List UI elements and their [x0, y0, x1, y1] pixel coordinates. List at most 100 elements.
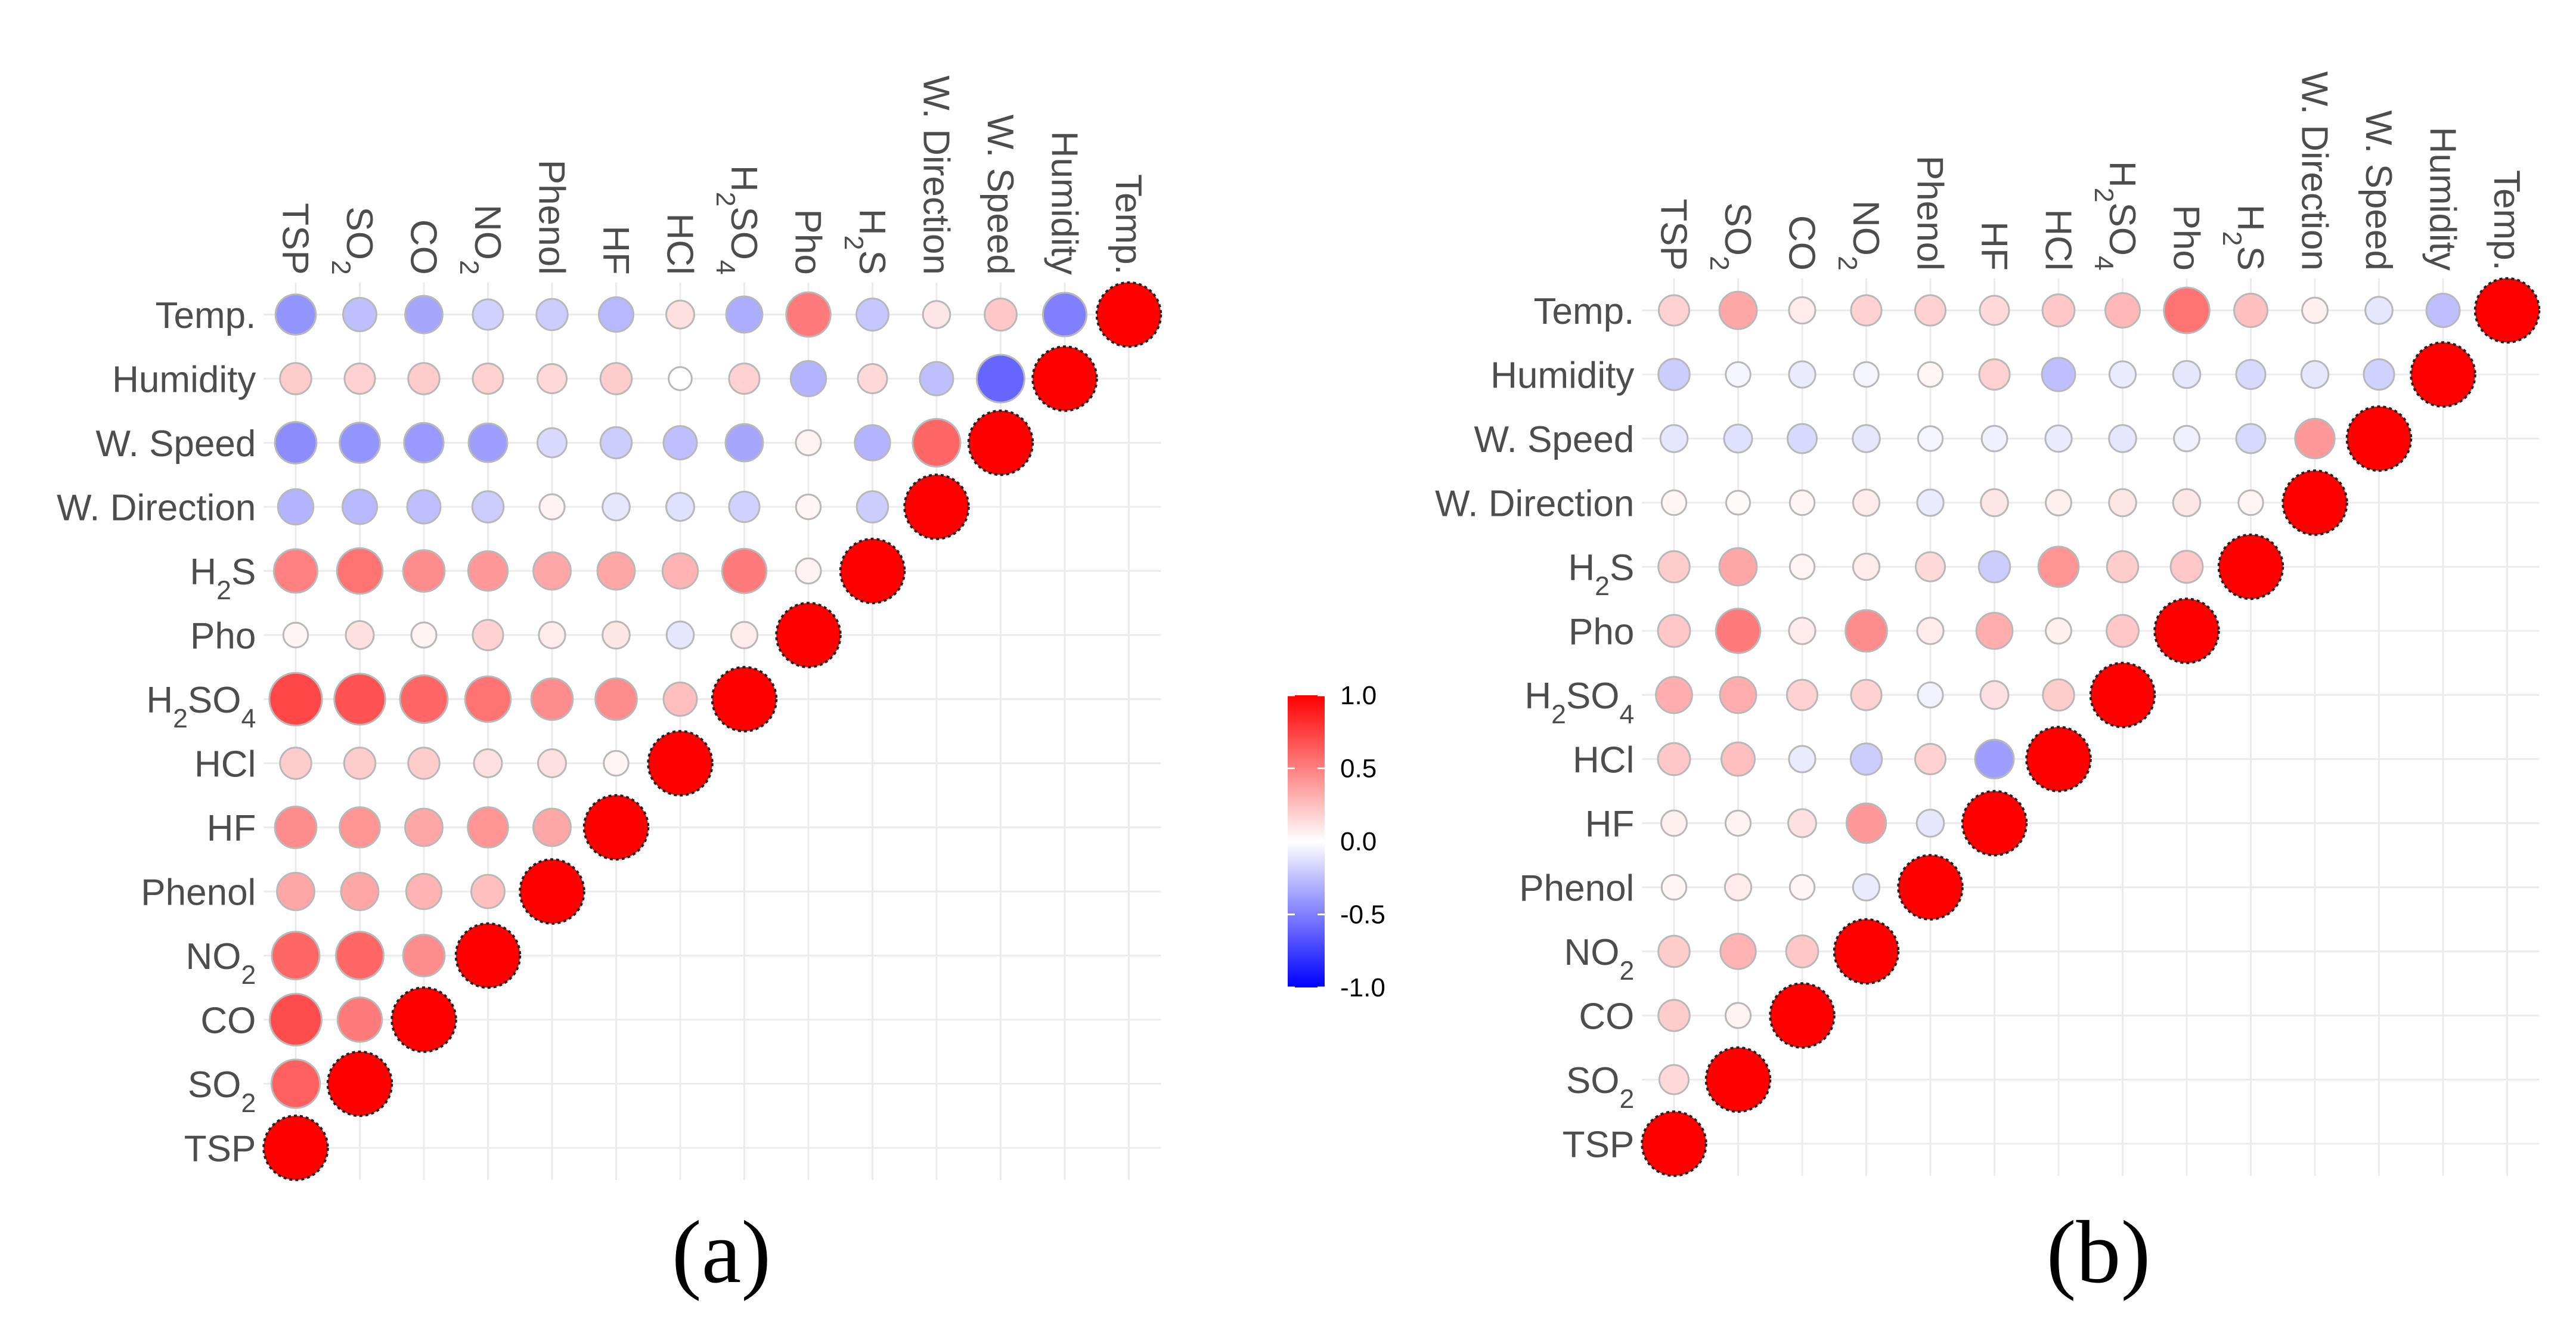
colorbar-tick-label: 0.0	[1340, 827, 1377, 856]
corr-circle-h2so4-co	[399, 674, 449, 724]
corr-circle-h2so4-h2so4	[2089, 661, 2156, 729]
row-label-hf: HF	[207, 808, 256, 849]
corr-circle-h2s-co	[1788, 553, 1816, 580]
corr-circle-temp-w-speed	[984, 298, 1018, 332]
corr-circle-w-direction-phenol	[1916, 488, 1945, 517]
corr-circle-hcl-tsp	[279, 747, 312, 780]
corr-circle-h2s-hf	[1977, 550, 2011, 584]
corr-circle-w-speed-hcl	[2044, 424, 2073, 453]
corr-circle-co-co	[1769, 982, 1836, 1049]
row-label-temp: Temp.	[1534, 291, 1635, 332]
corr-circle-w-speed-w-direction	[2294, 417, 2336, 460]
row-label-humidity: Humidity	[112, 359, 256, 400]
corr-circle-co-so2	[336, 996, 383, 1043]
row-label-phenol: Phenol	[141, 872, 256, 913]
corr-circle-h2s-so2	[336, 547, 384, 595]
corr-circle-pho-so2	[345, 620, 375, 650]
corr-circle-w-direction-so2	[342, 488, 378, 525]
corr-circle-co-tsp	[1657, 999, 1691, 1032]
column-label-phenol: Phenol	[1909, 156, 1950, 271]
corr-circle-h2so4-no2	[464, 675, 512, 723]
corr-circle-tsp-tsp	[1641, 1110, 1707, 1177]
panel-a-label: (a)	[672, 1203, 771, 1302]
corr-circle-temp-no2	[472, 298, 504, 331]
corr-circle-pho-phenol	[1916, 617, 1945, 645]
corr-circle-humidity-co	[1788, 360, 1816, 389]
row-label-w-direction: W. Direction	[1435, 483, 1634, 524]
corr-circle-w-speed-no2	[467, 422, 509, 463]
corr-circle-w-speed-hf	[1980, 425, 2008, 453]
corr-circle-humidity-w-direction	[2300, 360, 2330, 389]
corr-circle-w-speed-no2	[1852, 424, 1881, 453]
row-label-co: CO	[1579, 996, 1634, 1037]
corr-circle-w-direction-h2s	[2237, 489, 2264, 516]
corr-circle-co-so2	[1724, 1002, 1752, 1029]
corr-circle-temp-w-direction	[922, 300, 951, 329]
corr-circle-phenol-co	[1788, 874, 1816, 901]
column-label-phenol: Phenol	[531, 160, 572, 275]
corr-circle-temp-h2so4	[725, 295, 764, 334]
corr-circle-h2s-hf	[596, 551, 636, 591]
corr-circle-h2s-no2	[467, 550, 509, 592]
corr-circle-hf-phenol	[1915, 809, 1945, 838]
row-label-h2so4: H2SO4	[1524, 676, 1634, 729]
column-label-pho: Pho	[787, 209, 828, 275]
corr-circle-w-direction-h2s	[855, 490, 889, 524]
corr-circle-w-speed-tsp	[274, 421, 318, 465]
column-label-temp: Temp.	[2486, 170, 2527, 271]
corr-circle-humidity-w-direction	[919, 361, 954, 397]
corr-circle-temp-so2	[342, 297, 377, 332]
corr-circle-w-direction-h2so4	[728, 490, 761, 524]
row-label-phenol: Phenol	[1519, 868, 1634, 909]
corr-circle-humidity-hf	[599, 362, 633, 395]
corr-circle-pho-so2	[1715, 608, 1762, 654]
corr-circle-h2so4-phenol	[1917, 681, 1944, 709]
column-label-hcl: HCl	[2037, 209, 2078, 271]
corr-circle-w-speed-pho	[795, 429, 822, 457]
corr-circle-humidity-humidity	[1031, 345, 1098, 412]
corr-circle-humidity-h2s	[2235, 358, 2267, 391]
column-label-hf: HF	[1973, 221, 2014, 271]
grid	[264, 282, 1161, 1180]
corr-circle-phenol-no2	[1852, 873, 1881, 902]
corr-circle-w-direction-no2	[471, 490, 505, 524]
corr-circle-temp-co	[404, 295, 444, 335]
corr-circle-w-speed-phenol	[1917, 425, 1944, 452]
column-label-tsp: TSP	[274, 203, 315, 275]
corr-circle-temp-w-direction	[2301, 296, 2329, 324]
corr-circle-humidity-so2	[343, 362, 376, 395]
corr-circle-hf-so2	[339, 806, 381, 849]
corr-circle-temp-phenol	[1914, 294, 1947, 327]
corr-circle-pho-no2	[1845, 609, 1888, 653]
corr-circle-temp-humidity	[1041, 292, 1088, 338]
corr-circle-w-direction-w-direction	[2281, 469, 2348, 536]
column-label-no2: NO2	[454, 205, 508, 275]
corr-circle-w-direction-h2so4	[2108, 488, 2137, 518]
corr-circle-w-direction-tsp	[1660, 489, 1688, 516]
corr-circle-temp-humidity	[2425, 293, 2461, 328]
corr-circle-hcl-hf	[1974, 739, 2015, 779]
corr-circle-w-speed-hcl	[662, 425, 698, 460]
corr-circle-w-speed-h2so4	[724, 423, 764, 463]
column-label-humidity: Humidity	[2422, 127, 2463, 271]
corr-circle-temp-pho	[785, 291, 832, 338]
corr-circle-phenol-tsp	[1660, 874, 1688, 901]
corr-circle-h2s-h2s	[839, 537, 906, 605]
corr-circle-hf-no2	[1845, 802, 1887, 844]
corr-circle-w-direction-co	[1788, 489, 1816, 516]
corr-circle-hf-so2	[1724, 809, 1752, 837]
corr-circle-h2s-pho	[2169, 550, 2204, 584]
corr-circle-pho-hcl	[665, 620, 695, 650]
corr-circle-humidity-pho	[2172, 360, 2202, 389]
colorbar-tick-label: 1.0	[1340, 681, 1377, 710]
column-label-humidity: Humidity	[1043, 131, 1084, 275]
corr-circle-h2so4-hcl	[662, 682, 698, 717]
row-label-pho: Pho	[190, 615, 256, 657]
corr-circle-hf-tsp	[274, 806, 318, 849]
row-label-no2: NO2	[186, 936, 256, 990]
column-label-h2s: H2S	[2217, 205, 2271, 271]
corr-circle-so2-so2	[326, 1050, 393, 1117]
corr-circle-pho-hf	[1975, 612, 2014, 650]
